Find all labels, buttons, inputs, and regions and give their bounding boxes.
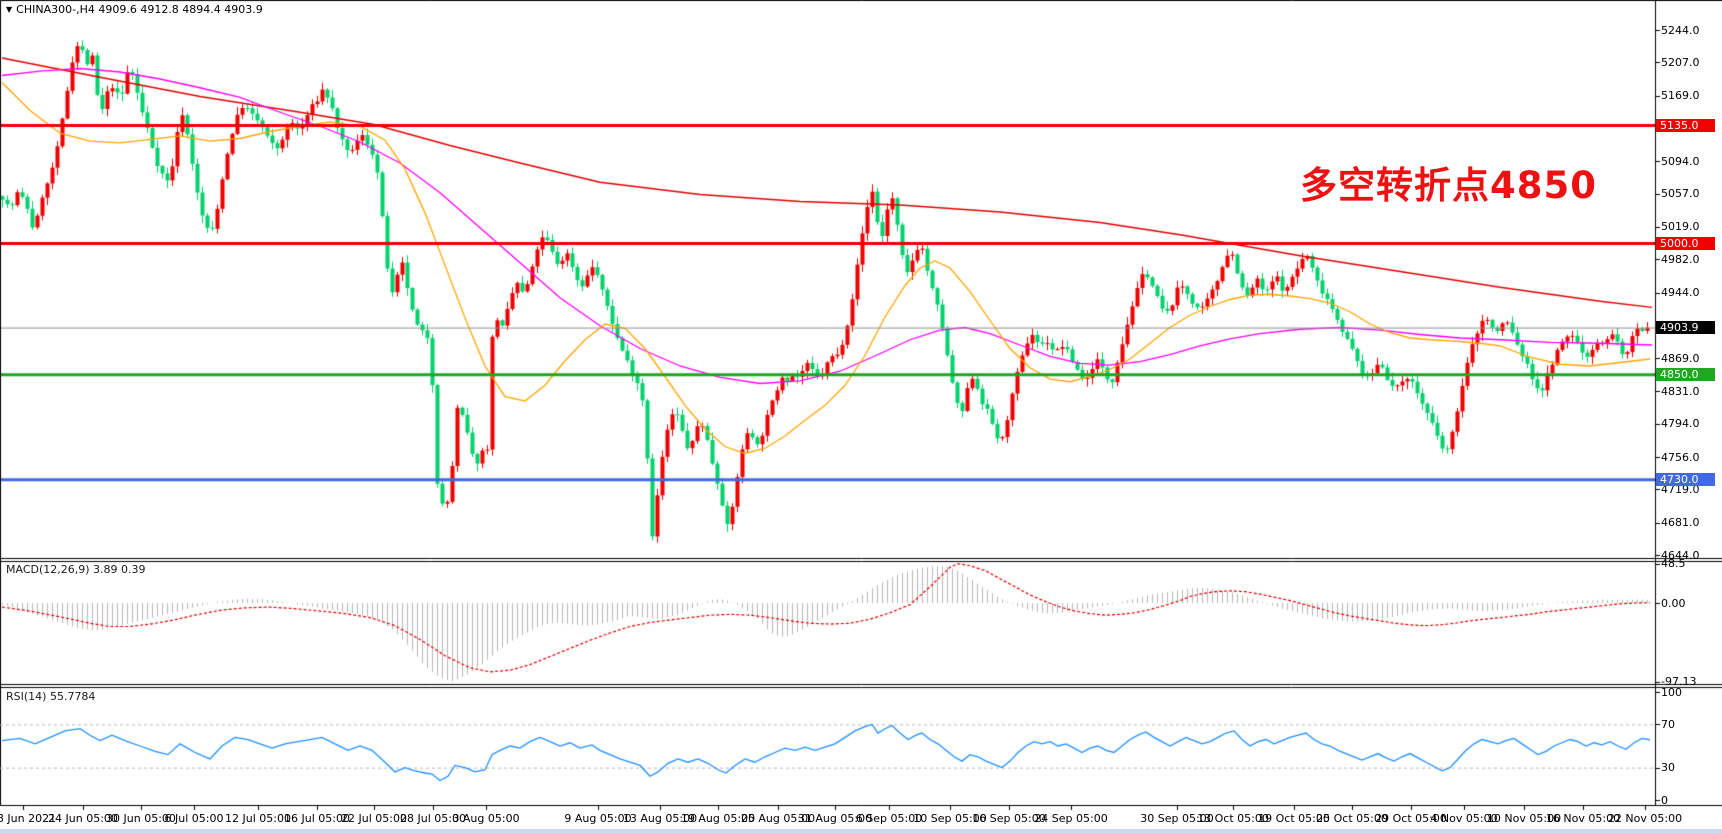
price-axis-tick: 5019.0 (1661, 220, 1700, 234)
time-axis-label: 24 Sep 05:00 (1034, 812, 1108, 825)
time-axis-label: 16 Sep 05:00 (972, 812, 1046, 825)
symbol-ohlc-text: CHINA300-,H4 4909.6 4912.8 4894.4 4903.9 (16, 3, 263, 16)
current-price-badge: 4903.9 (1656, 321, 1715, 335)
time-axis-label: 6 Sep 05:00 (855, 812, 923, 825)
time-axis-label: 13 Oct 05:00 (1197, 812, 1269, 825)
time-axis-label: 10 Nov 05:00 (1486, 812, 1562, 825)
symbol-dropdown-icon[interactable]: ▼ (6, 5, 13, 14)
time-axis-label: 18 Jun 2021 (0, 812, 57, 825)
time-axis-label: 25 Oct 05:00 (1316, 812, 1388, 825)
time-axis-label: 10 Sep 05:00 (913, 812, 987, 825)
time-axis-label: 16 Jul 05:00 (284, 812, 350, 825)
time-axis-label: 22 Jul 05:00 (341, 812, 407, 825)
bottom-strip (0, 829, 1722, 833)
time-axis-label: 30 Jun 05:00 (106, 812, 176, 825)
macd-axis-tick: -97.13 (1661, 675, 1697, 689)
time-axis-label: 9 Aug 05:00 (564, 812, 632, 825)
price-axis-tick: 4944.0 (1661, 286, 1700, 299)
time-axis-label: 4 Nov 05:00 (1430, 812, 1498, 825)
price-axis-tick: 4982.0 (1661, 252, 1700, 266)
time-axis-label: 13 Aug 05:00 (622, 812, 698, 825)
time-axis-label: 3 Aug 05:00 (452, 812, 520, 825)
price-axis-tick: 4644.0 (1661, 548, 1700, 562)
time-axis-label: 29 Oct 05:00 (1375, 812, 1447, 825)
time-axis-label: 6 Jul 05:00 (164, 812, 224, 825)
level-price-badge[interactable]: 5000.0 (1656, 237, 1715, 250)
macd-indicator-label: MACD(12,26,9) 3.89 0.39 (6, 563, 146, 576)
rsi-axis-tick: 100 (1661, 685, 1682, 699)
time-axis-label: 30 Sep 05:00 (1140, 812, 1214, 825)
price-axis-tick: 4794.0 (1661, 417, 1700, 431)
rsi-axis-tick: 0 (1661, 793, 1668, 807)
time-axis-label: 16 Nov 05:00 (1545, 812, 1621, 825)
price-axis-tick: 5057.0 (1661, 187, 1700, 201)
level-price-badge[interactable]: 4850.0 (1656, 368, 1715, 382)
price-axis-tick: 4681.0 (1661, 516, 1700, 530)
time-axis-label: 24 Jun 05:00 (48, 812, 118, 825)
time-axis-label: 19 Oct 05:00 (1258, 812, 1330, 825)
level-price-badge[interactable]: 5135.0 (1656, 118, 1715, 132)
time-axis-label: 12 Jul 05:00 (225, 812, 291, 825)
time-axis-label: 28 Jul 05:00 (400, 812, 466, 825)
symbol-info-bar: ▼ CHINA300-,H4 4909.6 4912.8 4894.4 4903.… (6, 3, 263, 16)
price-axis-tick: 5094.0 (1661, 154, 1700, 168)
rsi-indicator-label: RSI(14) 55.7784 (6, 690, 96, 703)
price-axis-tick: 4831.0 (1661, 384, 1700, 398)
time-axis-label: 31 Aug 05:00 (797, 812, 873, 825)
rsi-axis-tick: 30 (1661, 761, 1675, 775)
time-axis-label: 25 Aug 05:00 (740, 812, 816, 825)
rsi-axis-tick: 70 (1661, 717, 1675, 731)
price-axis-tick: 5169.0 (1661, 89, 1700, 103)
time-axis-label: 22 Nov 05:00 (1607, 812, 1683, 825)
macd-axis-tick: 48.5 (1661, 557, 1686, 571)
price-axis-tick: 4756.0 (1661, 450, 1700, 464)
level-price-badge[interactable]: 4730.0 (1656, 473, 1715, 487)
price-axis-tick: 4869.0 (1661, 351, 1700, 365)
annotation-text[interactable]: 多空转折点4850 (1300, 164, 1597, 207)
price-axis-tick: 5244.0 (1661, 23, 1700, 37)
price-axis-tick: 5207.0 (1661, 55, 1700, 69)
time-axis-label: 19 Aug 05:00 (680, 812, 756, 825)
macd-axis-tick: 0.00 (1661, 596, 1686, 610)
